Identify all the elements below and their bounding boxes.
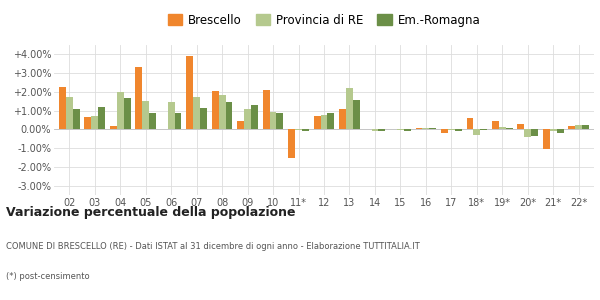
- Bar: [328, 113, 334, 129]
- Bar: [193, 97, 200, 129]
- Bar: [149, 113, 156, 129]
- Bar: [226, 102, 232, 129]
- Text: COMUNE DI BRESCELLO (RE) - Dati ISTAT al 31 dicembre di ogni anno - Elaborazione: COMUNE DI BRESCELLO (RE) - Dati ISTAT al…: [6, 242, 420, 251]
- Bar: [346, 88, 353, 129]
- Bar: [416, 128, 422, 129]
- Bar: [531, 129, 538, 136]
- Legend: Brescello, Provincia di RE, Em.-Romagna: Brescello, Provincia di RE, Em.-Romagna: [163, 9, 485, 31]
- Bar: [124, 98, 131, 129]
- Bar: [557, 129, 563, 133]
- Bar: [320, 115, 328, 129]
- Bar: [492, 121, 499, 129]
- Bar: [251, 105, 258, 129]
- Bar: [353, 100, 360, 129]
- Bar: [568, 126, 575, 129]
- Bar: [136, 67, 142, 129]
- Bar: [85, 117, 91, 129]
- Bar: [506, 128, 512, 129]
- Bar: [575, 125, 582, 129]
- Bar: [187, 56, 193, 129]
- Bar: [582, 125, 589, 129]
- Text: Variazione percentuale della popolazione: Variazione percentuale della popolazione: [6, 206, 296, 219]
- Bar: [480, 129, 487, 130]
- Bar: [91, 116, 98, 129]
- Bar: [110, 126, 117, 129]
- Bar: [277, 113, 283, 129]
- Bar: [117, 92, 124, 129]
- Bar: [244, 109, 251, 129]
- Bar: [397, 129, 404, 130]
- Bar: [455, 129, 461, 131]
- Bar: [473, 129, 480, 135]
- Bar: [98, 107, 105, 129]
- Bar: [499, 127, 506, 129]
- Bar: [371, 129, 379, 131]
- Bar: [73, 109, 80, 129]
- Bar: [550, 129, 557, 131]
- Bar: [295, 129, 302, 130]
- Bar: [142, 101, 149, 129]
- Bar: [212, 91, 218, 129]
- Text: (*) post-censimento: (*) post-censimento: [6, 272, 89, 281]
- Bar: [448, 129, 455, 130]
- Bar: [339, 109, 346, 129]
- Bar: [175, 112, 181, 129]
- Bar: [66, 97, 73, 129]
- Bar: [543, 129, 550, 149]
- Bar: [467, 118, 473, 129]
- Bar: [59, 87, 66, 129]
- Bar: [168, 102, 175, 129]
- Bar: [288, 129, 295, 158]
- Bar: [314, 116, 320, 129]
- Bar: [263, 90, 269, 129]
- Bar: [379, 129, 385, 131]
- Bar: [302, 129, 309, 131]
- Bar: [218, 95, 226, 129]
- Bar: [404, 129, 411, 131]
- Bar: [200, 108, 207, 129]
- Bar: [422, 128, 430, 129]
- Bar: [517, 124, 524, 129]
- Bar: [237, 121, 244, 129]
- Bar: [441, 129, 448, 133]
- Bar: [524, 129, 531, 137]
- Bar: [430, 128, 436, 129]
- Bar: [269, 112, 277, 129]
